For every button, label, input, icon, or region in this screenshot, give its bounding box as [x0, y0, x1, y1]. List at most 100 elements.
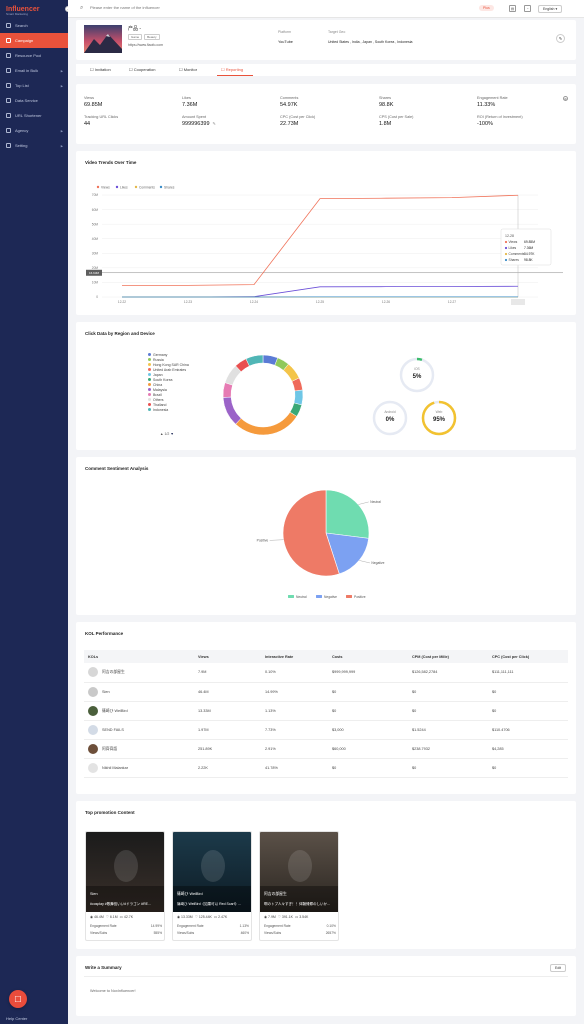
donut-slice[interactable]: [293, 389, 304, 406]
country-legend-item[interactable]: Indonesia: [148, 407, 189, 412]
metric-value-text: 1.8M: [379, 121, 392, 127]
views-subs-label: Views/Subs: [177, 931, 195, 935]
country-legend-item[interactable]: Hong Kong SAR China: [148, 362, 189, 367]
donut-slice[interactable]: [222, 396, 242, 425]
avatar[interactable]: [88, 743, 98, 754]
country-legend-item[interactable]: Germany: [148, 352, 189, 357]
legend-item-comments[interactable]: Comments: [139, 185, 155, 189]
summary-edit-button[interactable]: Edit: [550, 964, 567, 972]
help-center-link[interactable]: Help Center: [6, 1016, 28, 1021]
video-thumbnail[interactable]: [173, 832, 252, 912]
kol-cell: $238.7932: [408, 739, 488, 759]
avatar[interactable]: [88, 705, 98, 716]
promotion-card-item[interactable]: Sien #cosplay #歌舞伎いい#ドラゴン #RE... ◉ 46.4M ♡…: [85, 831, 165, 941]
legend-item-views[interactable]: Views: [101, 185, 110, 189]
country-legend-item[interactable]: Others: [148, 397, 189, 402]
country-legend-item[interactable]: China: [148, 382, 189, 387]
notification-icon[interactable]: ◔: [524, 5, 531, 12]
kol-name[interactable]: Sien: [102, 689, 110, 694]
country-legend-item[interactable]: Russia: [148, 357, 189, 362]
sidebar-item-campaign[interactable]: Campaign: [0, 33, 68, 48]
tooltip-label: Shares: [509, 258, 520, 262]
kol-name[interactable]: 阿齊齊語: [102, 746, 118, 751]
kol-row[interactable]: SEND FAILS 1.97M 7.73% $3,000 $1.5244 $110.47…: [84, 720, 568, 740]
video-thumbnail[interactable]: [260, 832, 339, 912]
kol-cell: 7.73%: [261, 720, 328, 740]
kol-name[interactable]: Nikhil Malankar: [102, 765, 128, 770]
donut-slice[interactable]: [235, 411, 298, 436]
message-icon[interactable]: ▤: [509, 5, 516, 12]
legend-dot: [134, 185, 138, 189]
country-legend-item[interactable]: Brazil: [148, 392, 189, 397]
language-select[interactable]: English ▾: [538, 5, 563, 13]
tab-reporting[interactable]: ☐ Reporting: [221, 67, 244, 72]
app-logo[interactable]: Influencer Smart Marketing: [6, 6, 40, 16]
country-legend-item[interactable]: South Korea: [148, 377, 189, 382]
thumb-icon: ♡: [277, 915, 281, 919]
legend-item-shares[interactable]: Shares: [164, 185, 175, 189]
sidebar-item-search[interactable]: Search: [0, 18, 68, 33]
avatar[interactable]: [88, 762, 98, 773]
kol-cell: $126,582,2784: [408, 663, 488, 683]
crosshair-label-bg: [86, 269, 102, 276]
plan-badge[interactable]: Plus: [479, 5, 494, 11]
kol-row[interactable]: 篠崎ひ WeiBird 13.33M 1.13% $0 $0 $0: [84, 701, 568, 721]
metric-value-text: -100%: [477, 121, 493, 127]
metric-value-text: 999996399: [182, 121, 210, 127]
search-input[interactable]: [90, 5, 390, 10]
summary-text[interactable]: Welcome to NoxInfluencer!: [84, 976, 568, 1012]
next-page-button[interactable]: ▼: [170, 432, 174, 436]
kol-name[interactable]: 阿吉の部屋生: [102, 670, 125, 675]
tab-invitation[interactable]: ☐ Invitation: [90, 67, 111, 72]
y-tick: 20M: [92, 266, 99, 270]
country-legend-item[interactable]: Malaysia: [148, 387, 189, 392]
device-label: Web: [436, 410, 443, 414]
country-legend-item[interactable]: Japan: [148, 372, 189, 377]
sidebar-item-data-service[interactable]: Data Service: [0, 93, 68, 108]
country-name: Thailand: [153, 402, 167, 407]
kol-name[interactable]: 篠崎ひ WeiBird: [102, 708, 128, 713]
engagement-rate-value: 0.10%: [326, 924, 336, 928]
chat-help-button[interactable]: ☐: [9, 990, 27, 1008]
sentiment-legend-item[interactable]: Positive: [354, 595, 366, 599]
product-name: 产品 -: [128, 26, 142, 32]
kol-row[interactable]: 阿吉の部屋生 7.9M 0.10% $999,999,999 $126,582,2784…: [84, 663, 568, 683]
pie-slice-neutral[interactable]: [325, 489, 370, 539]
donut-slice[interactable]: [245, 354, 264, 367]
kol-name[interactable]: SEND FAILS: [102, 727, 124, 732]
kol-row[interactable]: Sien 46.4M 14.99% $0 $0 $0: [84, 682, 568, 702]
device-ring-ios[interactable]: [399, 357, 435, 393]
legend-item-likes[interactable]: Likes: [120, 185, 128, 189]
tab-monitor[interactable]: ☐ Monitor: [179, 67, 198, 72]
sidebar-item-label: Email in Bulk: [15, 68, 39, 73]
sidebar-item-agency[interactable]: Agency ▶: [0, 123, 68, 138]
views-subs-row: Views/Subs 460%: [177, 931, 249, 935]
sidebar-item-setting[interactable]: Setting ▶: [0, 138, 68, 153]
product-url[interactable]: https://www.fiaofo.com: [128, 43, 164, 47]
avatar[interactable]: [88, 724, 98, 735]
tab-cooperation[interactable]: ☐ Cooperation: [129, 67, 156, 72]
kol-row[interactable]: 阿齊齊語 251.89K 2.91% $60,000 $238.7932 $4,285: [84, 739, 568, 759]
legend-dot: [148, 353, 151, 356]
edit-amount-icon[interactable]: ✎: [212, 121, 216, 126]
edit-product-button[interactable]: ✎: [556, 34, 565, 43]
sidebar-item-top-list[interactable]: Top List ▶: [0, 78, 68, 93]
sentiment-legend-item[interactable]: Neutral: [296, 595, 307, 599]
avatar[interactable]: [88, 686, 98, 697]
settings-icon[interactable]: ⚙: [563, 96, 568, 101]
sidebar-item-resource-pool[interactable]: Resource Pool: [0, 48, 68, 63]
legend-dot: [96, 185, 100, 189]
promotion-card-item[interactable]: 篠崎ひ WeiBird 篠崎ひ WeiBird《如果可以 Red Scarf》..…: [172, 831, 252, 941]
pie-slice-negative[interactable]: [325, 532, 369, 575]
prev-page-button[interactable]: ▲: [160, 432, 164, 436]
promotion-card-item[interactable]: 阿吉の部屋生 啊のトプ人々すぎ！！体験帰郷のしいか... ◉ 7.9M ♡ 391.…: [259, 831, 339, 941]
sentiment-legend-item[interactable]: Negative: [324, 595, 337, 599]
country-legend-item[interactable]: Thailand: [148, 402, 189, 407]
video-thumbnail[interactable]: [86, 832, 165, 912]
country-legend-item[interactable]: United Arab Emirates: [148, 367, 189, 372]
sidebar-item-url-shortener[interactable]: URL Shortener: [0, 108, 68, 123]
sidebar-item-email-in-bulk[interactable]: Email in Bulk ▶: [0, 63, 68, 78]
kol-row[interactable]: Nikhil Malankar 2.22K 41.78% $0 $0 $0: [84, 758, 568, 778]
avatar[interactable]: [88, 667, 98, 678]
device-ring-web[interactable]: [421, 400, 457, 436]
